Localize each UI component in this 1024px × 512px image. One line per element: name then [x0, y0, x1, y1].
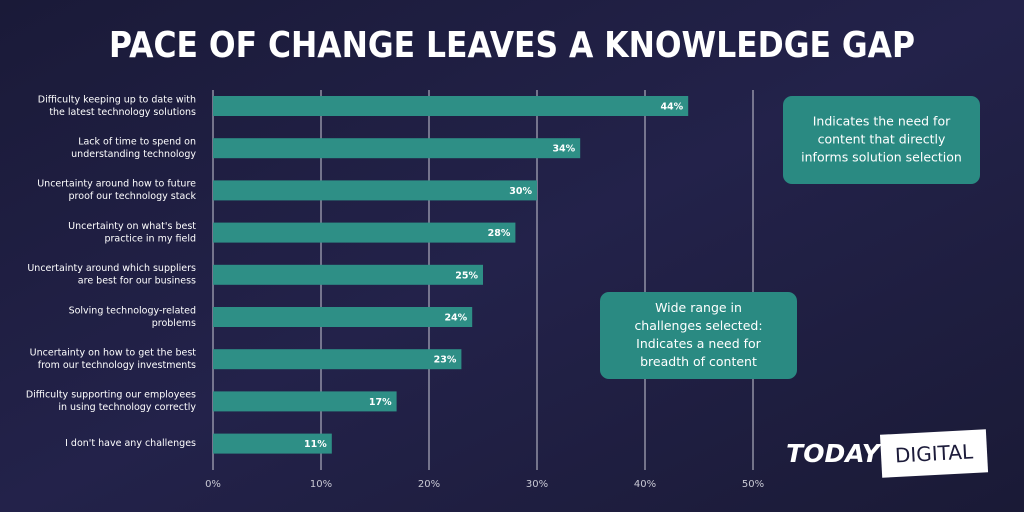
- bar: [213, 222, 516, 243]
- y-tick-label: Difficulty supporting our employees: [26, 390, 196, 401]
- y-tick-label: I don't have any challenges: [65, 438, 196, 449]
- value-label: 24%: [444, 313, 467, 324]
- y-tick-label: Uncertainty around how to future: [37, 179, 196, 190]
- bar: [213, 349, 462, 370]
- bar: [213, 180, 537, 201]
- annotation-text: Indicates the need for: [813, 114, 951, 129]
- bar: [213, 307, 473, 327]
- logo-box: [879, 429, 989, 478]
- x-tick-label: 30%: [526, 479, 548, 490]
- value-label: 23%: [434, 355, 457, 366]
- x-tick-label: 20%: [418, 479, 440, 490]
- y-tick-label: the latest technology solutions: [49, 107, 196, 118]
- bar: [213, 264, 483, 285]
- value-label: 34%: [552, 144, 575, 155]
- value-label: 28%: [488, 228, 511, 239]
- logo-word: TODAY: [786, 439, 883, 468]
- annotation-text: Indicates a need for: [636, 336, 762, 351]
- value-label: 17%: [369, 397, 392, 408]
- annotation-text: breadth of content: [640, 354, 757, 369]
- logo-badge: DIGITAL: [879, 429, 989, 478]
- y-tick-label: Uncertainty on how to get the best: [30, 347, 197, 358]
- x-tick-label: 40%: [634, 479, 656, 490]
- y-tick-label: understanding technology: [71, 149, 196, 160]
- y-tick-label: Uncertainty on what's best: [68, 221, 196, 232]
- y-tick-label: problems: [152, 318, 196, 329]
- annotation-text: Wide range in: [655, 300, 742, 315]
- annotation-text: informs solution selection: [801, 150, 962, 165]
- y-tick-label: practice in my field: [104, 233, 196, 244]
- bar: [213, 433, 332, 454]
- y-tick-label: proof our technology stack: [69, 191, 197, 202]
- x-tick-label: 50%: [742, 479, 764, 490]
- value-label: 30%: [509, 186, 532, 197]
- y-tick-label: Lack of time to spend on: [78, 136, 196, 147]
- annotation-box: [783, 96, 980, 184]
- y-tick-label: Difficulty keeping up to date with: [38, 94, 196, 105]
- bar: [213, 391, 397, 412]
- value-label: 25%: [455, 270, 478, 281]
- y-tick-label: Uncertainty around which suppliers: [27, 263, 196, 274]
- y-tick-label: Solving technology-related: [69, 305, 196, 316]
- y-tick-label: from our technology investments: [38, 360, 196, 371]
- logo-word: DIGITAL: [894, 439, 974, 467]
- annotation-text: challenges selected:: [634, 318, 762, 333]
- x-tick-label: 10%: [310, 479, 332, 490]
- annotation-box: [600, 292, 797, 379]
- bar: [213, 138, 581, 159]
- bar: [213, 96, 689, 116]
- x-tick-label: 0%: [205, 479, 221, 490]
- y-tick-label: in using technology correctly: [58, 402, 196, 413]
- value-label: 11%: [304, 439, 327, 450]
- value-label: 44%: [660, 102, 683, 113]
- chart-title: PACE OF CHANGE LEAVES A KNOWLEDGE GAP: [109, 25, 915, 66]
- annotation-text: content that directly: [818, 132, 946, 147]
- y-tick-label: are best for our business: [78, 276, 196, 287]
